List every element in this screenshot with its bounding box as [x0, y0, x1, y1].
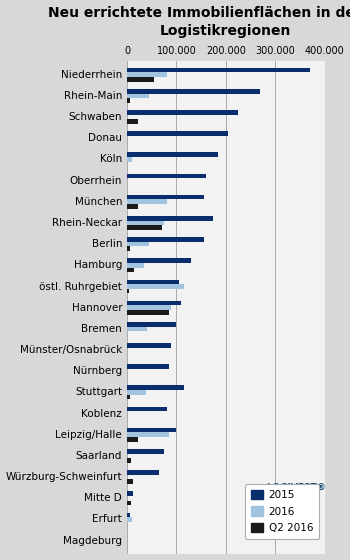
Bar: [127, 284, 184, 289]
Bar: [127, 89, 260, 94]
Bar: [127, 458, 131, 463]
Bar: [127, 343, 172, 348]
Bar: [127, 501, 131, 505]
Bar: [127, 305, 172, 310]
Text: ◆ LOGIVEST®: ◆ LOGIVEST®: [257, 483, 326, 492]
Bar: [127, 131, 228, 136]
Bar: [127, 68, 310, 72]
Bar: [127, 216, 214, 221]
Bar: [127, 237, 204, 242]
Legend: 2015, 2016, Q2 2016: 2015, 2016, Q2 2016: [245, 484, 319, 539]
Bar: [127, 279, 179, 284]
Bar: [127, 94, 149, 98]
Bar: [127, 225, 162, 230]
Bar: [127, 72, 167, 77]
Bar: [127, 449, 164, 454]
Bar: [127, 110, 238, 115]
Bar: [127, 301, 181, 305]
Bar: [127, 407, 167, 411]
Bar: [127, 199, 167, 204]
Bar: [127, 479, 133, 484]
Bar: [127, 437, 138, 442]
Bar: [127, 119, 138, 124]
Bar: [127, 258, 191, 263]
Bar: [127, 289, 129, 293]
Bar: [127, 322, 176, 326]
Bar: [127, 98, 130, 103]
Bar: [127, 268, 134, 272]
Bar: [127, 432, 169, 437]
Bar: [127, 310, 169, 315]
Bar: [127, 157, 132, 162]
Bar: [127, 395, 130, 399]
Bar: [127, 221, 164, 225]
Bar: [127, 263, 144, 268]
Bar: [127, 195, 204, 199]
Bar: [127, 326, 147, 331]
Bar: [127, 470, 159, 475]
Bar: [127, 77, 154, 82]
Title: Neu errichtete Immobilienflächen in den Top-
Logistikregionen: Neu errichtete Immobilienflächen in den …: [49, 6, 350, 38]
Bar: [127, 204, 138, 209]
Bar: [127, 152, 218, 157]
Bar: [127, 512, 130, 517]
Bar: [127, 385, 184, 390]
Bar: [127, 491, 133, 496]
Bar: [127, 428, 176, 432]
Bar: [127, 390, 146, 395]
Bar: [127, 364, 169, 369]
Bar: [127, 517, 132, 522]
Bar: [127, 246, 130, 251]
Bar: [127, 242, 149, 246]
Bar: [127, 174, 206, 178]
